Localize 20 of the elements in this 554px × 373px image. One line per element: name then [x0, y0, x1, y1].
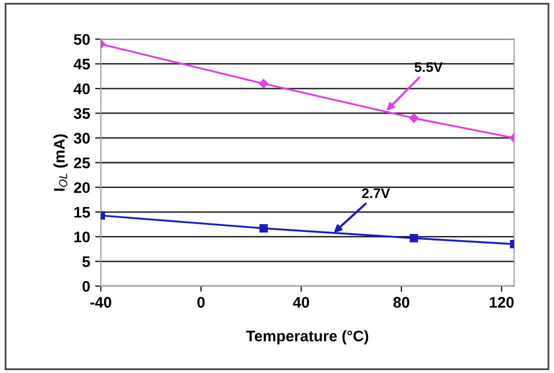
- x-tick-label: 0: [197, 296, 205, 308]
- y-tick-label: 15: [74, 207, 90, 218]
- y-tick-label: 5: [82, 256, 90, 268]
- x-tick-label: 80: [393, 296, 410, 308]
- y-tick-label: 25: [74, 157, 90, 168]
- y-tick-label: 10: [74, 232, 90, 242]
- y-axis-title: I$_{OL}$ (mA): [54, 134, 68, 191]
- y-tick-label: 45: [74, 58, 90, 70]
- x-tick-label: 40: [292, 296, 310, 308]
- x-tick-label: -40: [90, 296, 112, 308]
- y-tick-label: 35: [74, 108, 90, 119]
- y-tick-label: 50: [74, 34, 90, 45]
- y-tick-label: 30: [74, 132, 90, 144]
- annotation: 5.5V: [414, 62, 443, 72]
- y-tick-label: 0: [82, 280, 90, 292]
- x-axis-title: Temperature (°C): [246, 330, 368, 344]
- y-tick-label: 40: [74, 83, 90, 94]
- x-tick-label: 120: [490, 296, 514, 308]
- y-tick-label: 20: [74, 182, 90, 194]
- annotation: 2.7V: [362, 188, 390, 198]
